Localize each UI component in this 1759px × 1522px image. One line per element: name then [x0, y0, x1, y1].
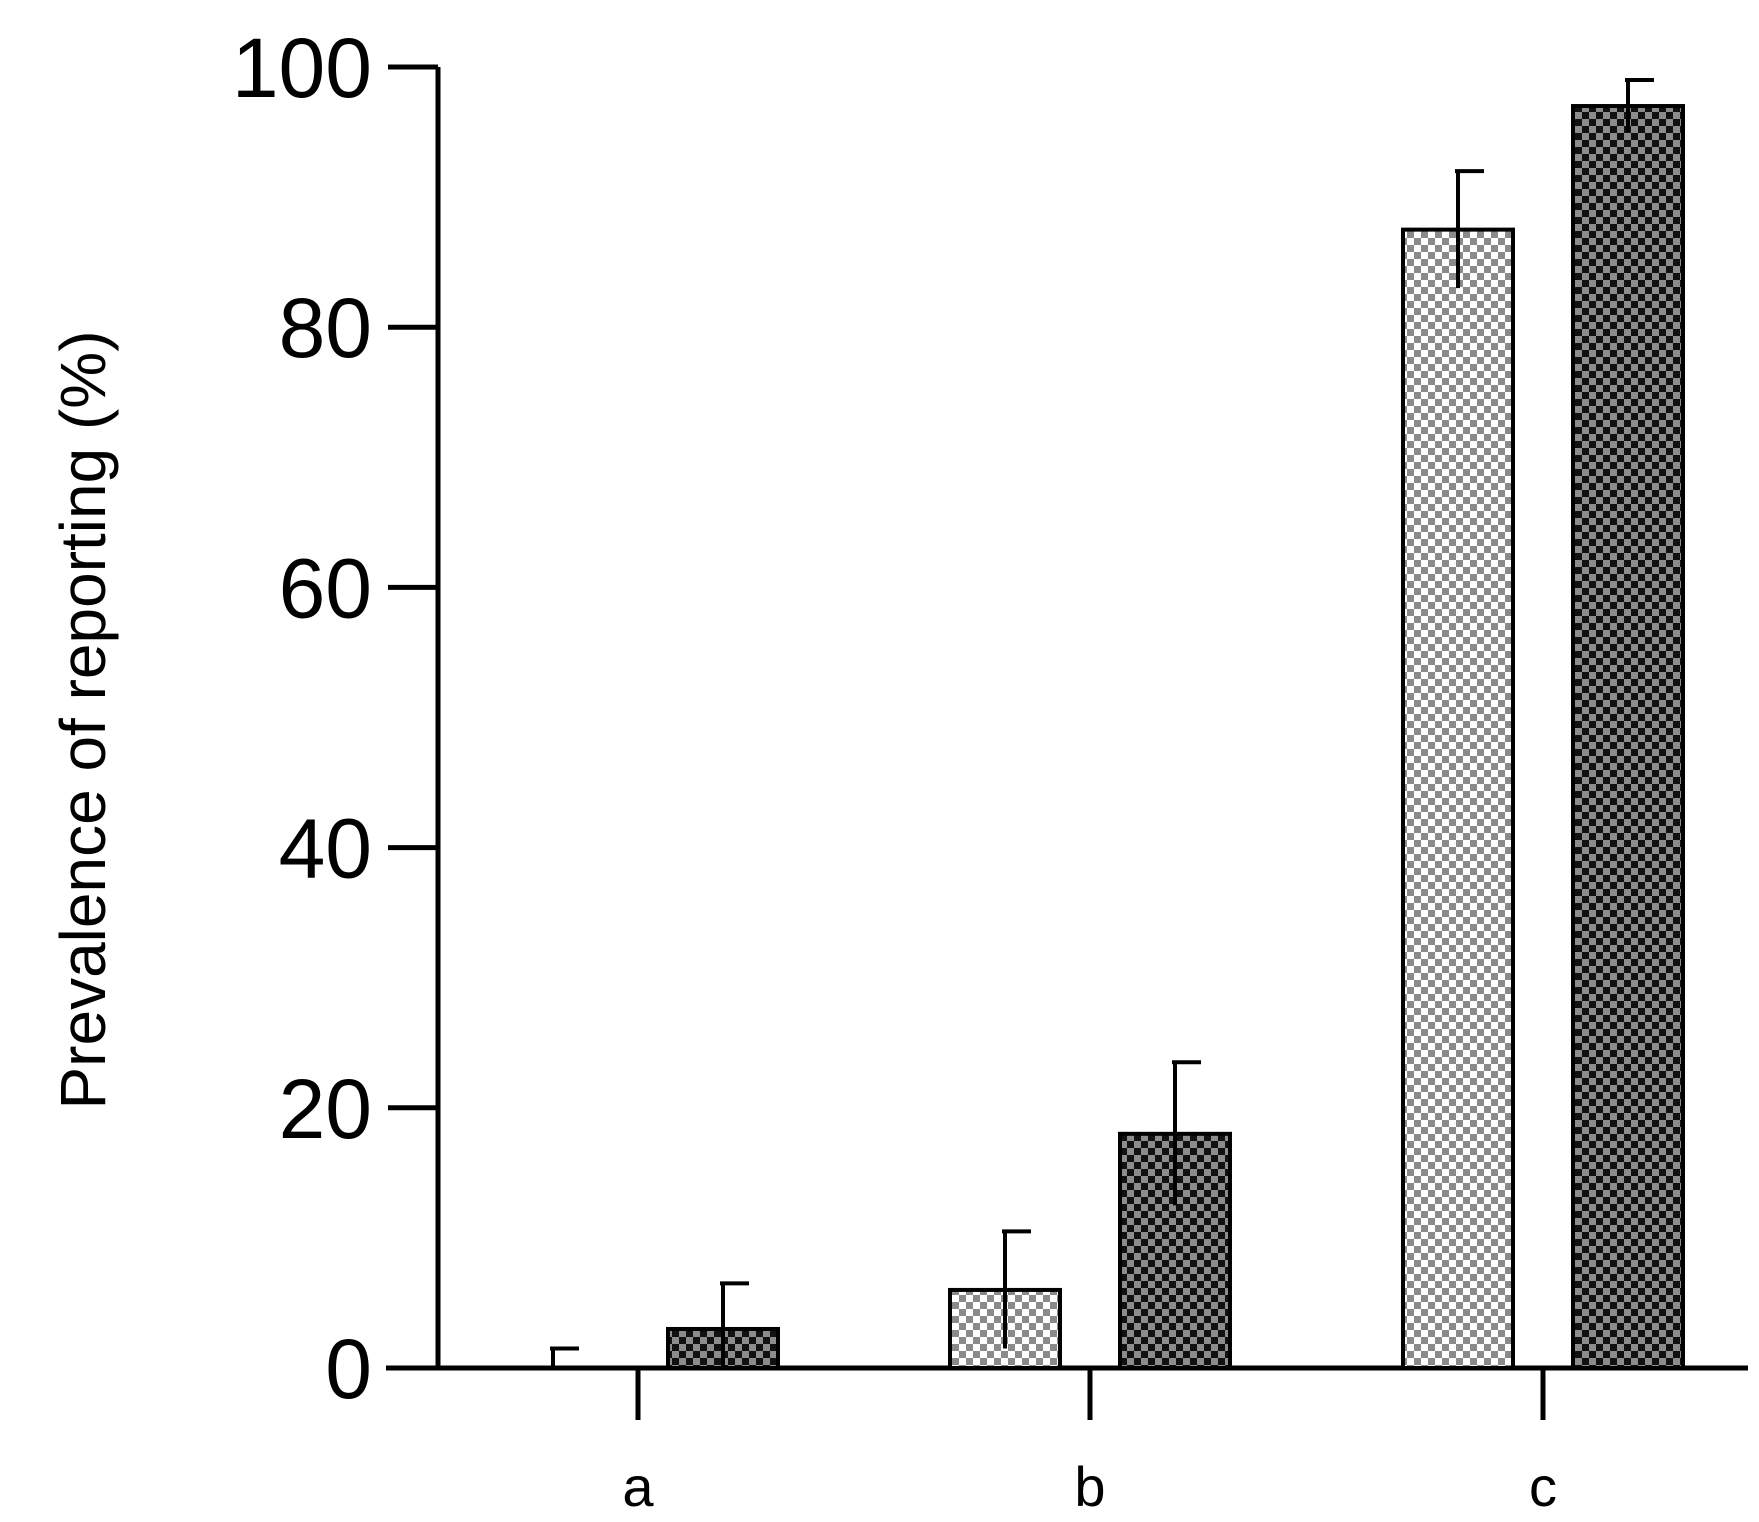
- x-tick-label-b: b: [1074, 1455, 1105, 1518]
- bars: [550, 78, 1685, 1370]
- bar-c-series-2: [1571, 104, 1685, 1370]
- axes: 0 20 40 60 80 100 a b c: [232, 21, 1748, 1518]
- y-tick-label-40: 40: [279, 802, 372, 896]
- y-tick-label-100: 100: [232, 21, 372, 115]
- bar-c-series-1: [1401, 227, 1515, 1370]
- y-tick-label-80: 80: [279, 281, 372, 375]
- x-tick-label-a: a: [622, 1455, 654, 1518]
- y-tick-label-0: 0: [325, 1322, 372, 1416]
- y-tick-label-60: 60: [279, 541, 372, 635]
- y-tick-label-20: 20: [279, 1062, 372, 1156]
- x-tick-label-c: c: [1529, 1455, 1557, 1518]
- y-axis-title: Prevalence of reporting (%): [47, 330, 119, 1109]
